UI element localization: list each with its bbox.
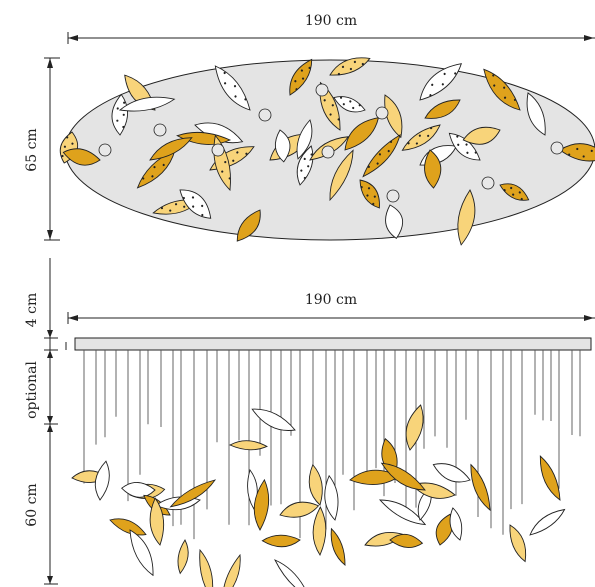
side-view-leaves	[71, 404, 566, 587]
top-leaf	[214, 65, 251, 111]
top-leaf	[424, 149, 442, 189]
hanging-leaf	[251, 408, 296, 431]
top-leaf	[359, 179, 380, 209]
side-view: 190 cm 4 cm optional 60 cm	[24, 258, 595, 587]
hanging-leaf	[177, 539, 189, 575]
hanging-leaf	[169, 479, 217, 508]
top-leaf	[179, 189, 212, 219]
top-view-leaves	[59, 57, 595, 246]
top-leaf	[62, 148, 101, 166]
top-leaf	[333, 96, 366, 113]
hanging-leaf	[279, 501, 320, 518]
top-leaf	[289, 58, 313, 96]
top-height-label: 65 cm	[24, 128, 40, 171]
top-leaf	[419, 63, 462, 101]
hanging-leaf	[199, 548, 214, 587]
hanging-leaf	[389, 533, 424, 548]
hanging-leaf	[222, 553, 241, 587]
top-leaf	[559, 143, 595, 162]
hanging-leaf	[330, 527, 346, 566]
top-leaf	[457, 189, 476, 246]
top-leaf	[236, 209, 261, 242]
hanging-leaf	[149, 497, 165, 546]
hanging-leaf	[228, 440, 268, 451]
hanging-leaf	[324, 474, 339, 521]
hanging-leaf	[529, 508, 566, 536]
hanging-leaf	[509, 524, 527, 563]
hanging-leaf	[449, 507, 463, 541]
light-bulb-icon	[258, 108, 272, 122]
top-height-dimension: 65 cm	[24, 57, 60, 241]
light-bulb-icon	[321, 145, 335, 159]
hanging-leaf	[253, 478, 270, 531]
light-bulb-icon	[481, 176, 495, 190]
top-width-label: 190 cm	[305, 13, 357, 29]
hanging-leaf	[129, 529, 154, 577]
hanging-leaf	[435, 513, 453, 546]
top-leaf	[483, 68, 521, 111]
top-leaf	[329, 57, 371, 76]
hanging-leaf	[378, 499, 427, 526]
side-width-label: 190 cm	[305, 292, 357, 308]
top-leaf	[424, 99, 461, 119]
top-leaf	[296, 119, 313, 160]
hanging-leaf	[470, 463, 491, 511]
hanging-leaf	[261, 534, 301, 548]
top-leaf	[329, 149, 354, 202]
hanging-leaf	[539, 455, 561, 501]
drop-length-label: 60 cm	[24, 483, 40, 526]
light-bulb-icon	[153, 123, 167, 137]
optional-length-label: optional	[24, 361, 40, 419]
top-leaf	[111, 93, 129, 136]
hanging-leaf	[312, 506, 327, 556]
hanging-leaf	[380, 462, 426, 491]
light-bulb-icon	[98, 143, 112, 157]
canopy-bar	[74, 337, 592, 351]
top-leaf	[149, 137, 193, 161]
light-bulb-icon	[386, 189, 400, 203]
side-vertical-dimension: 4 cm optional 60 cm	[24, 258, 67, 585]
hanging-leaf	[109, 518, 147, 536]
light-bulb-icon	[211, 143, 225, 157]
light-bulb-icon	[550, 141, 564, 155]
canopy-height-label: 4 cm	[24, 293, 40, 327]
top-leaf	[448, 132, 481, 161]
top-leaf	[274, 129, 291, 163]
light-bulb-icon	[375, 106, 389, 120]
hanging-leaf	[308, 463, 323, 506]
top-leaf	[526, 92, 546, 136]
top-leaf	[118, 96, 176, 112]
side-width-dimension: 190 cm	[67, 292, 595, 324]
hanging-leaf	[432, 463, 471, 483]
top-leaf	[385, 204, 404, 240]
top-leaf	[499, 183, 530, 201]
top-leaf	[462, 126, 501, 145]
top-leaf	[362, 134, 401, 178]
hanging-leaf	[94, 460, 110, 501]
hanging-leaf	[274, 559, 310, 587]
top-leaf	[401, 124, 441, 151]
light-bulb-icon	[315, 83, 329, 97]
top-view: 190 cm 65 cm	[24, 13, 595, 246]
hanging-leaf	[405, 404, 424, 451]
top-leaf	[296, 145, 314, 186]
top-width-dimension: 190 cm	[67, 13, 595, 44]
